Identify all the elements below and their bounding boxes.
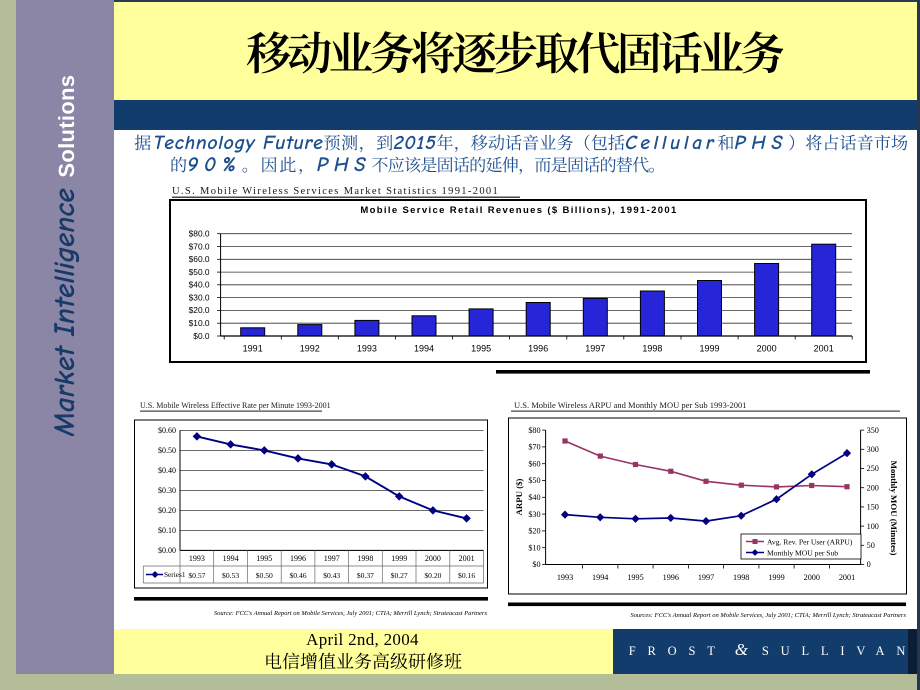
svg-text:$60.0: $60.0: [189, 254, 210, 264]
svg-text:1991: 1991: [243, 344, 263, 354]
svg-text:$0.20: $0.20: [158, 506, 176, 515]
svg-text:$30: $30: [528, 510, 540, 519]
svg-text:$0.0: $0.0: [193, 331, 210, 341]
svg-text:$50: $50: [528, 476, 540, 485]
svg-text:$80.0: $80.0: [189, 229, 210, 239]
svg-text:$70: $70: [528, 443, 540, 452]
svg-text:150: 150: [867, 503, 879, 512]
svg-text:1994: 1994: [414, 344, 434, 354]
svg-text:1998: 1998: [642, 344, 662, 354]
svg-text:U.S. Mobile Wireless Effective: U.S. Mobile Wireless Effective Rate per …: [140, 401, 331, 410]
svg-text:1992: 1992: [300, 344, 320, 354]
svg-text:1994: 1994: [592, 573, 608, 582]
svg-text:200: 200: [867, 483, 879, 492]
svg-text:$0.10: $0.10: [158, 526, 176, 535]
svg-text:2001: 2001: [814, 344, 834, 354]
svg-text:1993: 1993: [557, 573, 573, 582]
svg-text:1994: 1994: [223, 554, 239, 563]
svg-text:$0.37: $0.37: [357, 571, 374, 580]
svg-text:1998: 1998: [357, 554, 373, 563]
svg-text:$0.60: $0.60: [158, 426, 176, 435]
svg-text:U.S. Mobile Wireless ARPU and: U.S. Mobile Wireless ARPU and Monthly MO…: [514, 400, 747, 410]
svg-text:$0.50: $0.50: [158, 446, 176, 455]
svg-text:$20.0: $20.0: [189, 305, 210, 315]
svg-text:$0.57: $0.57: [188, 571, 205, 580]
svg-text:1995: 1995: [471, 344, 491, 354]
svg-text:$40: $40: [528, 493, 540, 502]
svg-text:2001: 2001: [839, 573, 855, 582]
svg-text:$70.0: $70.0: [189, 241, 210, 251]
svg-text:Monthly MOU per Sub: Monthly MOU per Sub: [767, 548, 838, 557]
svg-text:$0.40: $0.40: [158, 466, 176, 475]
svg-text:$0.27: $0.27: [391, 571, 408, 580]
svg-text:0: 0: [867, 560, 871, 569]
svg-text:2000: 2000: [425, 554, 441, 563]
svg-text:1997: 1997: [585, 344, 605, 354]
svg-text:$0.20: $0.20: [424, 571, 441, 580]
svg-text:1995: 1995: [256, 554, 272, 563]
svg-text:2000: 2000: [804, 573, 820, 582]
svg-text:1997: 1997: [324, 554, 340, 563]
svg-text:Mobile Service Retail Revenues: Mobile Service Retail Revenues ($ Billio…: [360, 205, 677, 216]
svg-text:U.S. Mobile Wireless Services: U.S. Mobile Wireless Services Market Sta…: [172, 186, 499, 197]
svg-text:1999: 1999: [768, 573, 784, 582]
svg-text:Series1: Series1: [164, 570, 186, 579]
svg-text:$50.0: $50.0: [189, 267, 210, 277]
svg-text:$60: $60: [528, 459, 540, 468]
svg-text:$0.16: $0.16: [458, 571, 475, 580]
svg-text:ARPU ($): ARPU ($): [514, 478, 524, 515]
svg-text:1996: 1996: [528, 344, 548, 354]
svg-text:1997: 1997: [698, 573, 714, 582]
svg-text:$0.46: $0.46: [289, 571, 306, 580]
svg-text:$0.00: $0.00: [158, 546, 176, 555]
svg-text:1993: 1993: [357, 344, 377, 354]
svg-text:1996: 1996: [290, 554, 306, 563]
svg-text:$10: $10: [528, 543, 540, 552]
svg-text:350: 350: [867, 426, 879, 435]
svg-text:$20: $20: [528, 527, 540, 536]
svg-text:1993: 1993: [189, 554, 205, 563]
svg-text:1999: 1999: [391, 554, 407, 563]
svg-text:$0.43: $0.43: [323, 571, 340, 580]
svg-text:250: 250: [867, 464, 879, 473]
svg-text:Sources: FCC's Annual Report o: Sources: FCC's Annual Report on Mobile S…: [630, 612, 906, 619]
svg-text:2001: 2001: [459, 554, 475, 563]
svg-text:Monthly MOU (Minutes): Monthly MOU (Minutes): [889, 461, 899, 556]
svg-text:$0.30: $0.30: [158, 486, 176, 495]
svg-text:1995: 1995: [627, 573, 643, 582]
svg-text:Avg. Rev. Per User (ARPU): Avg. Rev. Per User (ARPU): [767, 537, 853, 546]
svg-text:$30.0: $30.0: [189, 292, 210, 302]
svg-text:$0.50: $0.50: [256, 571, 273, 580]
svg-text:$10.0: $10.0: [189, 318, 210, 328]
svg-text:1999: 1999: [699, 344, 719, 354]
svg-text:$80: $80: [528, 426, 540, 435]
svg-text:1996: 1996: [663, 573, 679, 582]
svg-text:50: 50: [867, 541, 875, 550]
svg-text:$40.0: $40.0: [189, 280, 210, 290]
svg-text:100: 100: [867, 522, 879, 531]
svg-text:300: 300: [867, 445, 879, 454]
svg-text:1998: 1998: [733, 573, 749, 582]
svg-text:Source: FCC's Annual Report on: Source: FCC's Annual Report on Mobile Se…: [214, 610, 488, 617]
svg-text:2000: 2000: [757, 344, 777, 354]
svg-text:$0.53: $0.53: [222, 571, 239, 580]
svg-text:$0: $0: [532, 560, 540, 569]
